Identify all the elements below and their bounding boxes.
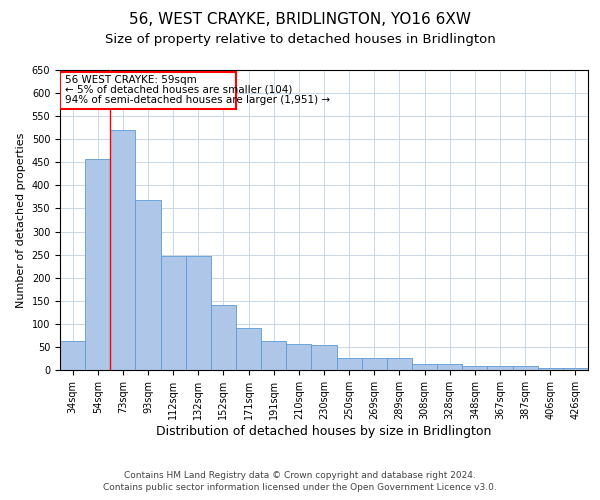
Text: Size of property relative to detached houses in Bridlington: Size of property relative to detached ho… xyxy=(104,32,496,46)
Text: 94% of semi-detached houses are larger (1,951) →: 94% of semi-detached houses are larger (… xyxy=(65,95,330,105)
Bar xyxy=(136,200,161,370)
Bar xyxy=(387,358,412,370)
Bar xyxy=(261,342,286,370)
Bar xyxy=(85,159,110,370)
Text: ← 5% of detached houses are smaller (104): ← 5% of detached houses are smaller (104… xyxy=(65,85,292,95)
Bar xyxy=(362,358,387,370)
Text: 56 WEST CRAYKE: 59sqm: 56 WEST CRAYKE: 59sqm xyxy=(65,74,197,85)
Bar xyxy=(563,368,588,370)
Bar xyxy=(337,358,362,370)
Text: Contains HM Land Registry data © Crown copyright and database right 2024.
Contai: Contains HM Land Registry data © Crown c… xyxy=(103,471,497,492)
Bar xyxy=(487,366,512,370)
Bar xyxy=(186,256,211,370)
Bar xyxy=(236,328,261,370)
Y-axis label: Number of detached properties: Number of detached properties xyxy=(16,132,26,308)
Bar xyxy=(110,130,136,370)
Bar xyxy=(211,306,236,370)
Bar xyxy=(462,366,487,370)
Bar xyxy=(437,364,462,370)
Bar xyxy=(60,342,85,370)
Text: 56, WEST CRAYKE, BRIDLINGTON, YO16 6XW: 56, WEST CRAYKE, BRIDLINGTON, YO16 6XW xyxy=(129,12,471,28)
Bar xyxy=(161,256,186,370)
X-axis label: Distribution of detached houses by size in Bridlington: Distribution of detached houses by size … xyxy=(157,424,491,438)
Bar xyxy=(311,345,337,370)
Bar xyxy=(538,368,563,370)
Bar xyxy=(412,364,437,370)
Bar xyxy=(286,344,311,370)
Bar xyxy=(512,366,538,370)
Bar xyxy=(60,72,236,109)
